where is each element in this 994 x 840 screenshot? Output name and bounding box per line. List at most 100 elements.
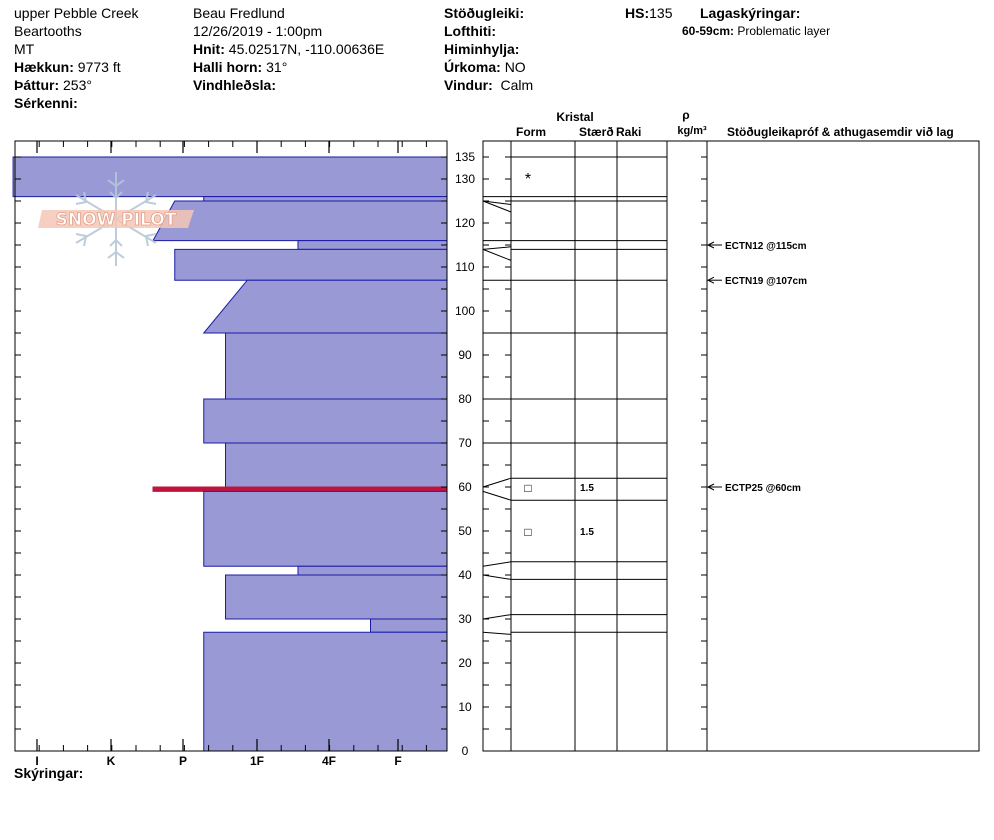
- crystal-table: * □ 1.5 □ 1.5: [524, 171, 594, 539]
- hardness-frame: [14, 140, 448, 752]
- mountain-range: Beartooths: [14, 23, 82, 39]
- hardness-layer-bar: [152, 200, 448, 242]
- stability-test-label: ECTP25 @60cm: [725, 483, 801, 494]
- layer-connector: [482, 246, 512, 250]
- precipitation: Úrkoma: NO: [444, 58, 533, 76]
- stability-test-label: ECTN12 @115cm: [725, 241, 807, 252]
- layer-note: 60-59cm: Problematic layer: [682, 22, 830, 40]
- y-axis-label: 10: [458, 700, 472, 714]
- stability: Stöðugleiki:: [444, 4, 533, 22]
- y-axis-label: 120: [455, 216, 475, 230]
- slope-value: 31°: [266, 59, 288, 75]
- stability-test-label: ECTN19 @107cm: [725, 276, 807, 287]
- layer-note-text: Problematic layer: [737, 24, 831, 38]
- y-axis-label: 100: [455, 304, 475, 318]
- legend-label: Skýringar:: [14, 765, 83, 781]
- col-header-moisture: Raki: [616, 125, 641, 139]
- y-axis-label: 60: [458, 480, 472, 494]
- layer-notes-label: Lagaskýringar:: [700, 5, 801, 21]
- y-axis-label: 50: [458, 524, 472, 538]
- state: MT: [14, 41, 35, 57]
- snow-height: HS:135: [625, 4, 672, 22]
- test-arrow-head: [706, 241, 715, 249]
- y-axis-label: 90: [458, 348, 472, 362]
- y-axis-label: 20: [458, 656, 472, 670]
- features: Sérkenni:: [14, 94, 139, 112]
- hardness-scale-label: K: [107, 754, 116, 768]
- elevation-label: Hækkun:: [14, 59, 74, 75]
- layer-connector: [482, 200, 512, 213]
- datetime: 12/26/2019 - 1:00pm: [193, 23, 323, 39]
- sky-cover: Himinhylja:: [444, 40, 533, 58]
- y-axis-label: 135: [455, 150, 475, 164]
- air-temp-label: Lofthiti:: [444, 23, 497, 39]
- logo-banner: [38, 210, 194, 228]
- y-axis-label: 40: [458, 568, 472, 582]
- location-name: upper Pebble Creek: [14, 5, 139, 21]
- features-label: Sérkenni:: [14, 95, 78, 111]
- hs-value: 135: [649, 5, 673, 21]
- observation-info: Beau Fredlund 12/26/2019 - 1:00pm Hnit: …: [193, 4, 384, 94]
- layer-connector: [482, 574, 512, 580]
- hardness-layer-bar: [174, 248, 448, 281]
- coords-value: 45.02517N, -110.00636E: [228, 41, 385, 57]
- problem-layer-bar: [152, 486, 448, 492]
- layer-boundaries: [482, 156, 667, 635]
- col-header-comments: Stöðugleikapróf & athugasemdir við lag: [727, 125, 954, 139]
- hardness-layer-bar: [297, 240, 448, 250]
- slope-angle: Halli horn: 31°: [193, 58, 384, 76]
- chart-frames: [14, 140, 980, 752]
- hardness-layer-bar: [202, 279, 448, 334]
- aspect-value: 253°: [63, 77, 92, 93]
- precip-label: Úrkoma:: [444, 59, 501, 75]
- hardness-layer-bar: [203, 398, 448, 444]
- y-axis-label: 80: [458, 392, 472, 406]
- site-info: upper Pebble Creek Beartooths MT Hækkun:…: [14, 4, 139, 112]
- hardness-scale-label: 4F: [322, 754, 336, 768]
- hardness-layer-bar: [225, 574, 448, 620]
- wind-label: Vindur:: [444, 77, 493, 93]
- col-header-form: Form: [516, 125, 546, 139]
- layer-connector: [482, 477, 512, 488]
- layer-note-range: 60-59cm:: [682, 24, 735, 38]
- hardness-scale-label: F: [394, 754, 401, 768]
- hardness-layer-bar: [203, 631, 448, 752]
- col-header-density-symbol: ρ: [682, 108, 689, 122]
- y-axis-label: 0: [462, 744, 469, 758]
- aspect-label: Þáttur:: [14, 77, 60, 93]
- snowpilot-logo: SNOW PILOT: [38, 172, 194, 266]
- precip-value: NO: [504, 59, 526, 75]
- y-axis-label: 110: [455, 260, 474, 274]
- logo-text: SNOW PILOT: [56, 210, 177, 230]
- col-header-crystal: Kristal: [556, 110, 593, 124]
- elevation: Hækkun: 9773 ft: [14, 58, 139, 76]
- wind: Vindur: Calm: [444, 76, 533, 94]
- col-header-size: Stærð: [579, 125, 614, 139]
- crystal-size-value: 1.5: [580, 483, 594, 494]
- hardness-scale-label: 1F: [250, 754, 264, 768]
- layer-connector: [482, 631, 512, 635]
- wind-loading: Vindhleðsla:: [193, 76, 384, 94]
- hardness-layer-bar: [203, 490, 448, 567]
- hardness-layer-bar: [297, 565, 448, 576]
- coordinates: Hnit: 45.02517N, -110.00636E: [193, 40, 384, 58]
- axis-ticks: I K P 1F 4F F 0 10 20 30 40 50 60 70 80 90 100 110 120 130 1…: [14, 141, 707, 768]
- crystal-form-symbol: *: [525, 171, 531, 188]
- hardness-profile: [12, 156, 448, 752]
- y-axis-label: 30: [458, 612, 472, 626]
- layer-connector: [482, 561, 512, 567]
- aspect: Þáttur: 253°: [14, 76, 139, 94]
- wind-loading-label: Vindhleðsla:: [193, 77, 276, 93]
- layer-connector: [482, 490, 512, 501]
- layer-connector: [482, 200, 512, 206]
- coords-label: Hnit:: [193, 41, 225, 57]
- hs-label: HS:: [625, 5, 650, 21]
- slope-label: Halli horn:: [193, 59, 263, 75]
- hardness-scale-label: I: [35, 754, 38, 768]
- col-header-density-unit: kg/m³: [677, 125, 707, 137]
- layer-connector: [482, 614, 512, 620]
- air-temp: Lofthiti:: [444, 22, 533, 40]
- crystal-form-symbol: □: [524, 525, 531, 539]
- stability-label: Stöðugleiki:: [444, 5, 525, 21]
